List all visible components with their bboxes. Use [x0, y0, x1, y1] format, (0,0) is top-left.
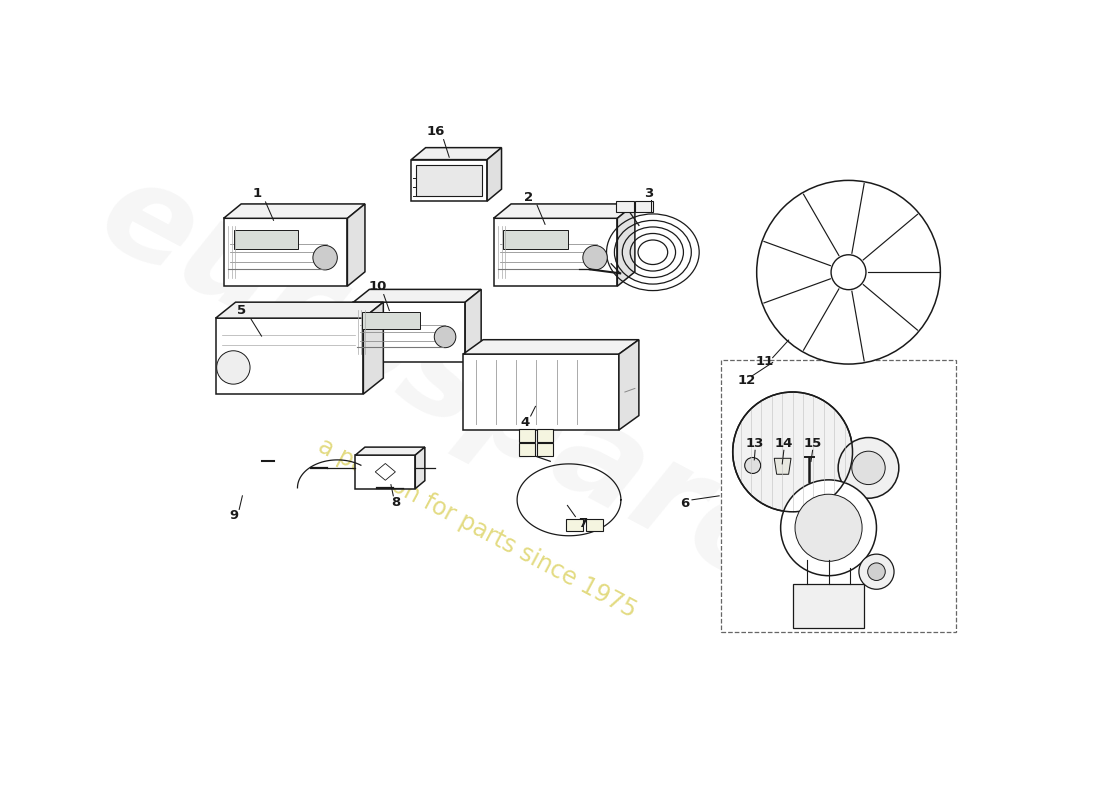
Polygon shape	[353, 290, 481, 302]
Circle shape	[733, 392, 852, 512]
Circle shape	[868, 563, 886, 581]
Text: 8: 8	[392, 496, 400, 509]
Bar	[233, 230, 298, 249]
Bar	[504, 230, 568, 249]
Bar	[565, 518, 583, 531]
Text: 14: 14	[774, 437, 793, 450]
Text: 4: 4	[520, 416, 530, 429]
Circle shape	[832, 254, 866, 290]
Bar	[519, 429, 535, 442]
Polygon shape	[619, 340, 639, 430]
Polygon shape	[411, 160, 487, 201]
Text: 9: 9	[229, 510, 239, 522]
Polygon shape	[617, 204, 635, 286]
Polygon shape	[487, 148, 502, 201]
Text: a passion for parts since 1975: a passion for parts since 1975	[314, 434, 640, 622]
Circle shape	[312, 246, 338, 270]
Bar	[362, 312, 420, 329]
Text: 1: 1	[253, 187, 262, 201]
Polygon shape	[355, 447, 425, 455]
Text: 11: 11	[756, 355, 773, 368]
Bar	[537, 443, 553, 456]
Text: 3: 3	[645, 187, 653, 201]
Text: eurospares: eurospares	[79, 148, 876, 652]
Text: 15: 15	[803, 437, 822, 450]
Polygon shape	[494, 204, 635, 218]
Polygon shape	[363, 302, 383, 394]
Circle shape	[434, 326, 455, 348]
Polygon shape	[416, 447, 425, 489]
Bar	[720, 360, 956, 631]
Text: 2: 2	[524, 191, 532, 205]
Bar	[537, 429, 553, 442]
Circle shape	[781, 480, 877, 576]
Polygon shape	[463, 354, 619, 430]
Circle shape	[859, 554, 894, 590]
Bar	[519, 443, 535, 456]
Bar	[586, 518, 603, 531]
Text: 16: 16	[427, 125, 444, 138]
Bar	[636, 201, 653, 212]
Circle shape	[745, 458, 761, 474]
Circle shape	[851, 451, 886, 485]
Polygon shape	[774, 458, 791, 474]
Circle shape	[217, 350, 250, 384]
Circle shape	[838, 438, 899, 498]
Circle shape	[795, 494, 862, 562]
Polygon shape	[465, 290, 481, 362]
Polygon shape	[353, 302, 465, 362]
Text: 12: 12	[738, 374, 756, 387]
Text: 5: 5	[236, 304, 246, 317]
Polygon shape	[216, 302, 383, 318]
Text: 6: 6	[680, 498, 690, 510]
Polygon shape	[216, 318, 363, 394]
Circle shape	[583, 246, 607, 270]
Polygon shape	[348, 204, 365, 286]
Text: 7: 7	[578, 518, 587, 530]
Circle shape	[757, 180, 940, 364]
Text: 10: 10	[368, 280, 386, 293]
Bar	[416, 165, 482, 196]
Bar	[616, 201, 634, 212]
Bar	[793, 584, 865, 628]
Polygon shape	[355, 455, 416, 489]
Polygon shape	[494, 218, 617, 286]
Polygon shape	[223, 218, 348, 286]
Polygon shape	[463, 340, 639, 354]
Polygon shape	[223, 204, 365, 218]
Text: 13: 13	[746, 437, 764, 450]
Polygon shape	[411, 148, 502, 160]
